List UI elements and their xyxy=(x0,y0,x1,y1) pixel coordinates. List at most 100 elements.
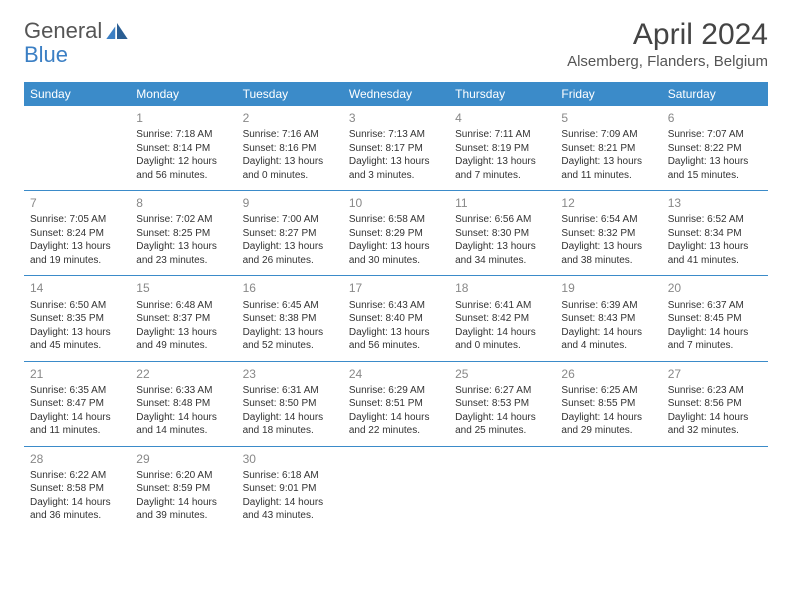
sunset-line: Sunset: 8:51 PM xyxy=(349,397,443,411)
sunrise-line: Sunrise: 6:58 AM xyxy=(349,213,443,227)
sunset-line: Sunset: 8:58 PM xyxy=(30,482,124,496)
calendar-day-cell: 9Sunrise: 7:00 AMSunset: 8:27 PMDaylight… xyxy=(237,191,343,276)
daylight-line: Daylight: 13 hours and 30 minutes. xyxy=(349,240,443,267)
sunrise-line: Sunrise: 6:33 AM xyxy=(136,384,230,398)
calendar-day-cell: 13Sunrise: 6:52 AMSunset: 8:34 PMDayligh… xyxy=(662,191,768,276)
sunrise-line: Sunrise: 6:27 AM xyxy=(455,384,549,398)
day-number: 22 xyxy=(136,366,230,382)
daylight-line: Daylight: 14 hours and 39 minutes. xyxy=(136,496,230,523)
sunset-line: Sunset: 8:17 PM xyxy=(349,142,443,156)
day-number: 28 xyxy=(30,451,124,467)
sunset-line: Sunset: 8:56 PM xyxy=(668,397,762,411)
day-number: 7 xyxy=(30,195,124,211)
daylight-line: Daylight: 13 hours and 3 minutes. xyxy=(349,155,443,182)
calendar-table: SundayMondayTuesdayWednesdayThursdayFrid… xyxy=(24,82,768,531)
sunset-line: Sunset: 8:16 PM xyxy=(243,142,337,156)
calendar-day-cell: 12Sunrise: 6:54 AMSunset: 8:32 PMDayligh… xyxy=(555,191,661,276)
sunrise-line: Sunrise: 6:35 AM xyxy=(30,384,124,398)
sunrise-line: Sunrise: 6:48 AM xyxy=(136,299,230,313)
calendar-empty-cell xyxy=(449,446,555,531)
calendar-day-cell: 23Sunrise: 6:31 AMSunset: 8:50 PMDayligh… xyxy=(237,361,343,446)
day-number: 21 xyxy=(30,366,124,382)
weekday-header: Thursday xyxy=(449,82,555,106)
calendar-empty-cell xyxy=(24,106,130,191)
location-text: Alsemberg, Flanders, Belgium xyxy=(567,53,768,70)
sunrise-line: Sunrise: 7:02 AM xyxy=(136,213,230,227)
calendar-day-cell: 27 Sunrise: 6:23 AMSunset: 8:56 PMDayligh… xyxy=(662,361,768,446)
calendar-day-cell: 25Sunrise: 6:27 AMSunset: 8:53 PMDayligh… xyxy=(449,361,555,446)
weekday-header: Tuesday xyxy=(237,82,343,106)
calendar-body: 1Sunrise: 7:18 AMSunset: 8:14 PMDaylight… xyxy=(24,106,768,531)
day-number: 26 xyxy=(561,366,655,382)
sunset-line: Sunset: 8:21 PM xyxy=(561,142,655,156)
day-number: 27 xyxy=(668,366,762,382)
sunrise-line: Sunrise: 6:37 AM xyxy=(668,299,762,313)
daylight-line: Daylight: 14 hours and 18 minutes. xyxy=(243,411,337,438)
sunrise-line: Sunrise: 6:23 AM xyxy=(668,384,762,398)
sunrise-line: Sunrise: 6:45 AM xyxy=(243,299,337,313)
day-number: 18 xyxy=(455,280,549,296)
day-number: 3 xyxy=(349,110,443,126)
daylight-line: Daylight: 14 hours and 25 minutes. xyxy=(455,411,549,438)
calendar-week-row: 21Sunrise: 6:35 AMSunset: 8:47 PMDayligh… xyxy=(24,361,768,446)
day-number: 17 xyxy=(349,280,443,296)
daylight-line: Daylight: 13 hours and 38 minutes. xyxy=(561,240,655,267)
calendar-empty-cell xyxy=(343,446,449,531)
sunrise-line: Sunrise: 6:54 AM xyxy=(561,213,655,227)
sunset-line: Sunset: 8:22 PM xyxy=(668,142,762,156)
calendar-day-cell: 3Sunrise: 7:13 AMSunset: 8:17 PMDaylight… xyxy=(343,106,449,191)
sunset-line: Sunset: 8:40 PM xyxy=(349,312,443,326)
sunrise-line: Sunrise: 7:07 AM xyxy=(668,128,762,142)
day-number: 6 xyxy=(668,110,762,126)
day-number: 11 xyxy=(455,195,549,211)
calendar-day-cell: 28 Sunrise: 6:22 AMSunset: 8:58 PMDayligh… xyxy=(24,446,130,531)
sunset-line: Sunset: 8:55 PM xyxy=(561,397,655,411)
sunset-line: Sunset: 8:25 PM xyxy=(136,227,230,241)
sunrise-line: Sunrise: 6:25 AM xyxy=(561,384,655,398)
daylight-line: Daylight: 13 hours and 7 minutes. xyxy=(455,155,549,182)
logo: General xyxy=(24,18,130,44)
weekday-header: Monday xyxy=(130,82,236,106)
sunset-line: Sunset: 8:30 PM xyxy=(455,227,549,241)
daylight-line: Daylight: 13 hours and 56 minutes. xyxy=(349,326,443,353)
calendar-day-cell: 5Sunrise: 7:09 AMSunset: 8:21 PMDaylight… xyxy=(555,106,661,191)
day-number: 30 xyxy=(243,451,337,467)
logo-text-blue: Blue xyxy=(24,42,68,68)
day-number: 15 xyxy=(136,280,230,296)
sunrise-line: Sunrise: 6:41 AM xyxy=(455,299,549,313)
daylight-line: Daylight: 13 hours and 52 minutes. xyxy=(243,326,337,353)
sunrise-line: Sunrise: 6:20 AM xyxy=(136,469,230,483)
daylight-line: Daylight: 14 hours and 14 minutes. xyxy=(136,411,230,438)
calendar-day-cell: 24Sunrise: 6:29 AMSunset: 8:51 PMDayligh… xyxy=(343,361,449,446)
sunrise-line: Sunrise: 6:22 AM xyxy=(30,469,124,483)
daylight-line: Daylight: 14 hours and 32 minutes. xyxy=(668,411,762,438)
sunset-line: Sunset: 9:01 PM xyxy=(243,482,337,496)
sunset-line: Sunset: 8:27 PM xyxy=(243,227,337,241)
daylight-line: Daylight: 14 hours and 22 minutes. xyxy=(349,411,443,438)
calendar-empty-cell xyxy=(662,446,768,531)
daylight-line: Daylight: 14 hours and 0 minutes. xyxy=(455,326,549,353)
sunrise-line: Sunrise: 6:39 AM xyxy=(561,299,655,313)
calendar-week-row: 1Sunrise: 7:18 AMSunset: 8:14 PMDaylight… xyxy=(24,106,768,191)
sunset-line: Sunset: 8:38 PM xyxy=(243,312,337,326)
calendar-day-cell: 10Sunrise: 6:58 AMSunset: 8:29 PMDayligh… xyxy=(343,191,449,276)
sunrise-line: Sunrise: 6:50 AM xyxy=(30,299,124,313)
daylight-line: Daylight: 14 hours and 36 minutes. xyxy=(30,496,124,523)
sunset-line: Sunset: 8:35 PM xyxy=(30,312,124,326)
calendar-day-cell: 17Sunrise: 6:43 AMSunset: 8:40 PMDayligh… xyxy=(343,276,449,361)
calendar-day-cell: 4Sunrise: 7:11 AMSunset: 8:19 PMDaylight… xyxy=(449,106,555,191)
title-block: April 2024 Alsemberg, Flanders, Belgium xyxy=(567,18,768,70)
sunrise-line: Sunrise: 6:52 AM xyxy=(668,213,762,227)
daylight-line: Daylight: 14 hours and 4 minutes. xyxy=(561,326,655,353)
calendar-day-cell: 29Sunrise: 6:20 AMSunset: 8:59 PMDayligh… xyxy=(130,446,236,531)
page-title: April 2024 xyxy=(567,18,768,51)
logo-text-general: General xyxy=(24,18,102,44)
sunset-line: Sunset: 8:48 PM xyxy=(136,397,230,411)
daylight-line: Daylight: 14 hours and 11 minutes. xyxy=(30,411,124,438)
calendar-day-cell: 2Sunrise: 7:16 AMSunset: 8:16 PMDaylight… xyxy=(237,106,343,191)
calendar-day-cell: 30Sunrise: 6:18 AMSunset: 9:01 PMDayligh… xyxy=(237,446,343,531)
sunrise-line: Sunrise: 6:56 AM xyxy=(455,213,549,227)
day-number: 12 xyxy=(561,195,655,211)
day-number: 4 xyxy=(455,110,549,126)
day-number: 5 xyxy=(561,110,655,126)
